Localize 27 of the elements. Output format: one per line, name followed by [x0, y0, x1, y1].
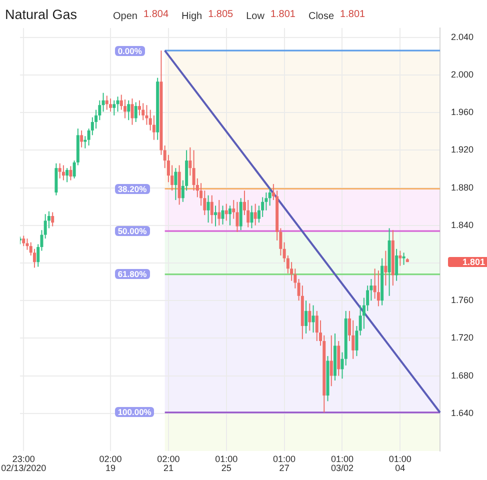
text: High 1.805 [182, 9, 234, 22]
y-tick-label: 1.960 [451, 107, 474, 118]
y-tick-label: 2.040 [451, 32, 474, 42]
annotation: 0.00% [118, 46, 142, 56]
annotation: 38.20% [118, 184, 147, 194]
y-tick-label: 2.000 [451, 69, 474, 80]
y-tick-label: 1.640 [451, 408, 474, 418]
y-tick-label: 1.840 [451, 220, 474, 230]
y-tick-label: 1.720 [451, 332, 474, 343]
y-tick-label: 1.920 [451, 144, 474, 155]
x-tick-label: 02:00 19 [99, 454, 122, 473]
y-tick-label: 1.880 [451, 182, 474, 192]
text: 1.801 [462, 257, 485, 268]
annotation: 50.00% [118, 226, 147, 236]
x-tick-label: 01:00 04 [388, 454, 412, 473]
y-tick-label: 1.680 [451, 370, 474, 380]
text: Close 1.801 [308, 9, 366, 22]
y-tick-label: 1.760 [451, 295, 474, 306]
text: Open 1.804 [113, 9, 169, 22]
x-tick-label: 02:00 21 [157, 454, 180, 473]
x-tick-label: 01:00 03/02 [330, 454, 354, 473]
x-tick-label: 23:00 02/13/2020 [1, 454, 46, 473]
annotation: 61.80% [118, 269, 147, 280]
x-tick-label: 01:00 27 [273, 454, 296, 473]
x-tick-label: 01:00 25 [215, 454, 238, 473]
chart-title: Natural Gas [5, 7, 78, 22]
text: Low 1.801 [246, 9, 296, 22]
